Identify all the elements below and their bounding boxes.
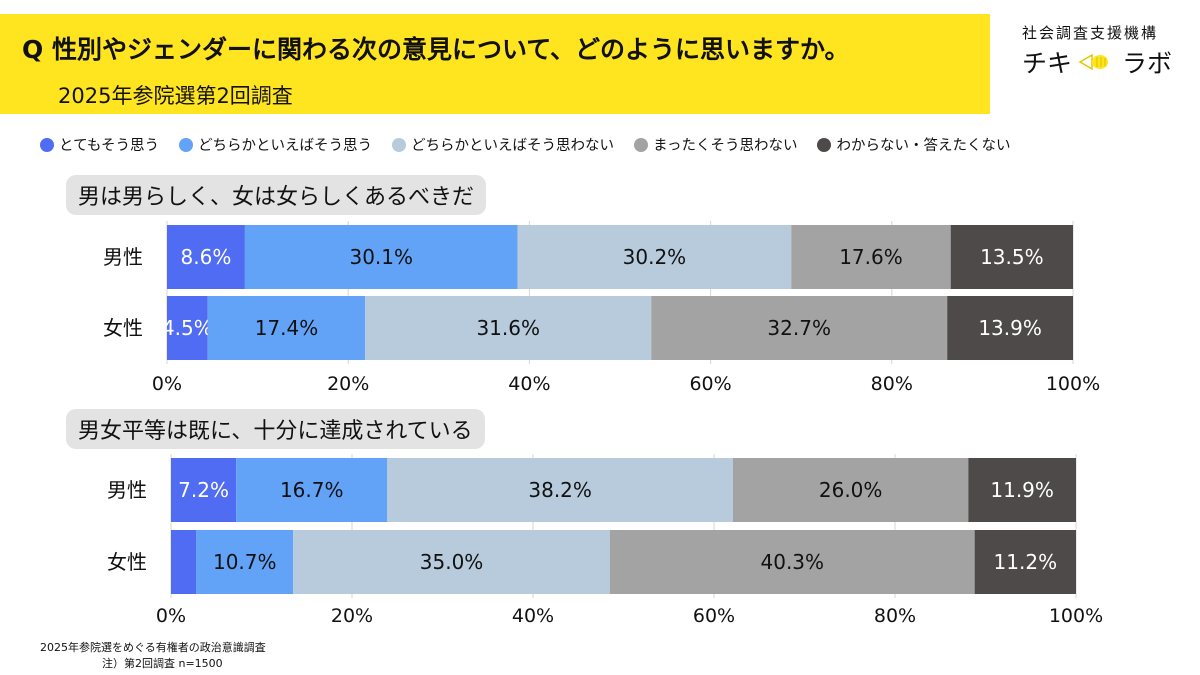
bar-segment bbox=[207, 296, 366, 360]
bar-segment bbox=[365, 296, 652, 360]
legend: とてもそう思う どちらかといえばそう思う どちらかといえばそう思わない まったく… bbox=[40, 134, 1010, 155]
x-tick-label: 0% bbox=[152, 373, 182, 395]
bar-segment bbox=[974, 530, 1076, 594]
chart-2-title: 男女平等は既に、十分に達成されている bbox=[66, 409, 485, 449]
bar-segment bbox=[244, 225, 518, 289]
bar-segment bbox=[167, 225, 245, 289]
bar-segment bbox=[171, 458, 237, 522]
data-label: 11.2% bbox=[994, 550, 1058, 574]
bar-segment bbox=[950, 225, 1073, 289]
chart-1-title: 男は男らしく、女は女らしくあるべきだ bbox=[66, 175, 487, 215]
data-label: 7.2% bbox=[178, 478, 229, 502]
data-label: 8.6% bbox=[181, 245, 232, 269]
data-label: 31.6% bbox=[476, 316, 540, 340]
data-label: 13.9% bbox=[978, 316, 1042, 340]
bar-segment bbox=[733, 458, 969, 522]
bar-segment bbox=[293, 530, 610, 594]
category-label: 男性 bbox=[103, 245, 143, 269]
data-label: 10.7% bbox=[213, 550, 277, 574]
data-label: 30.2% bbox=[623, 245, 687, 269]
data-label: 17.4% bbox=[255, 316, 319, 340]
legend-label-4: まったくそう思わない bbox=[653, 138, 798, 154]
question-title: Q 性別やジェンダーに関わる次の意見について、どのように思いますか。 bbox=[22, 35, 850, 64]
legend-item: まったくそう思わない bbox=[634, 134, 797, 155]
legend-swatch-4 bbox=[634, 137, 649, 152]
bar-segment bbox=[387, 458, 734, 522]
header-banner bbox=[0, 14, 990, 114]
logo-name-left: チキ bbox=[1022, 49, 1073, 78]
legend-swatch-1 bbox=[40, 137, 54, 152]
bar-segment bbox=[167, 296, 208, 360]
x-tick-label: 60% bbox=[689, 373, 731, 395]
data-label: 32.7% bbox=[767, 316, 831, 340]
x-tick-label: 60% bbox=[693, 605, 735, 627]
legend-item: わからない・答えたくない bbox=[817, 134, 1010, 155]
data-label: 4.5% bbox=[162, 316, 213, 340]
bar-segment bbox=[609, 530, 975, 594]
x-tick-label: 20% bbox=[331, 605, 373, 627]
data-label: 40.3% bbox=[761, 550, 825, 574]
legend-label-3: どちらかといえばそう思わない bbox=[411, 138, 615, 154]
x-tick-label: 80% bbox=[874, 605, 916, 627]
legend-item: どちらかといえばそう思わない bbox=[392, 134, 614, 155]
source-note: 2025年参院選をめぐる有権者の政治意識調査 bbox=[40, 641, 266, 654]
bar-segment bbox=[171, 530, 197, 594]
legend-swatch-3 bbox=[392, 137, 407, 152]
bar-segment bbox=[791, 225, 951, 289]
logo: チキ ラボ bbox=[1022, 44, 1172, 80]
data-label: 17.6% bbox=[839, 245, 903, 269]
logo-mark-icon bbox=[1078, 53, 1109, 71]
legend-label-5: わからない・答えたくない bbox=[836, 138, 1011, 154]
legend-item: とてもそう思う bbox=[40, 134, 159, 155]
data-label: 13.5% bbox=[980, 245, 1044, 269]
sample-note: 注）第2回調査 n=1500 bbox=[102, 657, 223, 670]
x-tick-label: 20% bbox=[327, 373, 369, 395]
data-label: 38.2% bbox=[528, 478, 592, 502]
x-tick-label: 40% bbox=[508, 373, 550, 395]
data-label: 30.1% bbox=[349, 245, 413, 269]
x-tick-label: 100% bbox=[1046, 373, 1100, 395]
x-tick-label: 40% bbox=[512, 605, 554, 627]
bar-segment bbox=[517, 225, 792, 289]
bar-segment bbox=[196, 530, 294, 594]
category-label: 男性 bbox=[107, 478, 147, 502]
x-tick-label: 100% bbox=[1049, 605, 1103, 627]
bar-segment bbox=[947, 296, 1073, 360]
bar-segment bbox=[968, 458, 1076, 522]
legend-item: どちらかといえばそう思う bbox=[179, 134, 372, 155]
legend-label-1: とてもそう思う bbox=[59, 138, 160, 154]
category-label: 女性 bbox=[107, 550, 147, 574]
legend-swatch-2 bbox=[179, 137, 194, 152]
legend-label-2: どちらかといえばそう思う bbox=[198, 138, 373, 154]
bar-segment bbox=[651, 296, 948, 360]
data-label: 11.9% bbox=[990, 478, 1054, 502]
survey-subtitle: 2025年参院選第2回調査 bbox=[58, 84, 293, 108]
data-label: 35.0% bbox=[420, 550, 484, 574]
legend-swatch-5 bbox=[817, 137, 832, 152]
category-label: 女性 bbox=[103, 316, 143, 340]
bar-segment bbox=[236, 458, 388, 522]
data-label: 26.0% bbox=[819, 478, 883, 502]
x-tick-label: 0% bbox=[156, 605, 186, 627]
footer: 2025年参院選をめぐる有権者の政治意識調査 注）第2回調査 n=1500 bbox=[40, 640, 266, 672]
data-label: 16.7% bbox=[280, 478, 344, 502]
logo-name-right: ラボ bbox=[1122, 49, 1173, 78]
logo-org-name: 社会調査支援機構 bbox=[1022, 24, 1159, 42]
x-tick-label: 80% bbox=[871, 373, 913, 395]
